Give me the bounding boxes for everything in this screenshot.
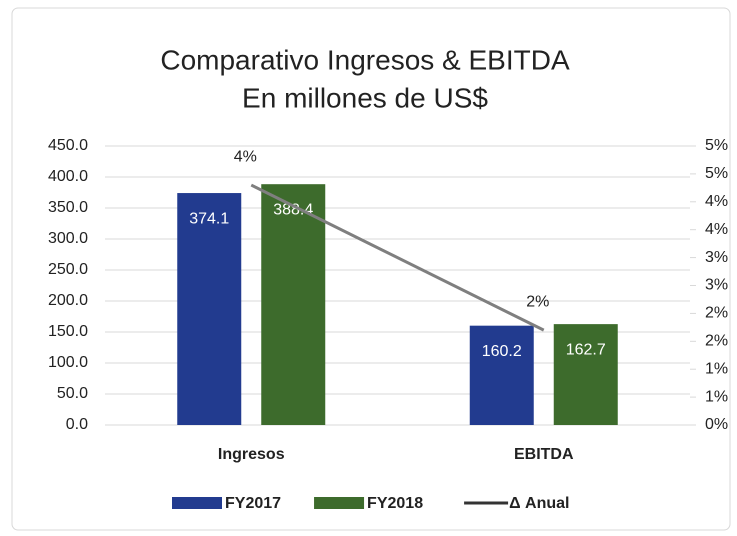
y2-tick-label: 1% <box>705 388 728 405</box>
x-tick-label: EBITDA <box>514 446 574 463</box>
y2-tick-label: 0% <box>705 416 728 433</box>
y-tick-label: 0.0 <box>66 416 88 433</box>
y2-tick-label: 4% <box>705 193 728 210</box>
y2-tick-label: 3% <box>705 249 728 266</box>
y-tick-label: 300.0 <box>48 230 88 247</box>
legend-label: FY2018 <box>367 495 423 512</box>
y-tick-label: 250.0 <box>48 261 88 278</box>
y2-tick-label: 1% <box>705 360 728 377</box>
y-tick-label: 100.0 <box>48 354 88 371</box>
legend-swatch <box>314 497 365 509</box>
bar <box>177 193 242 425</box>
bar-value-label: 388.4 <box>273 201 313 218</box>
y2-tick-label: 4% <box>705 221 728 238</box>
y-tick-label: 450.0 <box>48 137 88 154</box>
legend-label: Δ Anual <box>509 495 569 512</box>
bar-value-label: 160.2 <box>482 343 522 360</box>
legend-swatch <box>172 497 222 509</box>
chart-subtitle: En millones de US$ <box>242 82 488 113</box>
y2-tick-label: 2% <box>705 333 728 350</box>
bar <box>469 325 534 425</box>
y2-tick-label: 5% <box>705 165 728 182</box>
y-tick-label: 200.0 <box>48 292 88 309</box>
line-value-label: 4% <box>234 148 257 165</box>
bar <box>261 184 326 425</box>
bar-value-label: 162.7 <box>566 341 606 358</box>
y2-tick-label: 5% <box>705 137 728 154</box>
bar <box>553 324 618 425</box>
line <box>250 183 545 332</box>
y-tick-label: 350.0 <box>48 199 88 216</box>
y2-tick-label: 2% <box>705 305 728 322</box>
y-tick-label: 150.0 <box>48 323 88 340</box>
bar-value-label: 374.1 <box>189 210 229 227</box>
chart-title: Comparativo Ingresos & EBITDA <box>160 44 570 75</box>
x-tick-label: Ingresos <box>218 446 285 463</box>
y-tick-label: 50.0 <box>57 385 88 402</box>
y2-tick-label: 3% <box>705 277 728 294</box>
line-value-label: 2% <box>526 293 549 310</box>
legend-label: FY2017 <box>225 495 281 512</box>
y-tick-label: 400.0 <box>48 168 88 185</box>
